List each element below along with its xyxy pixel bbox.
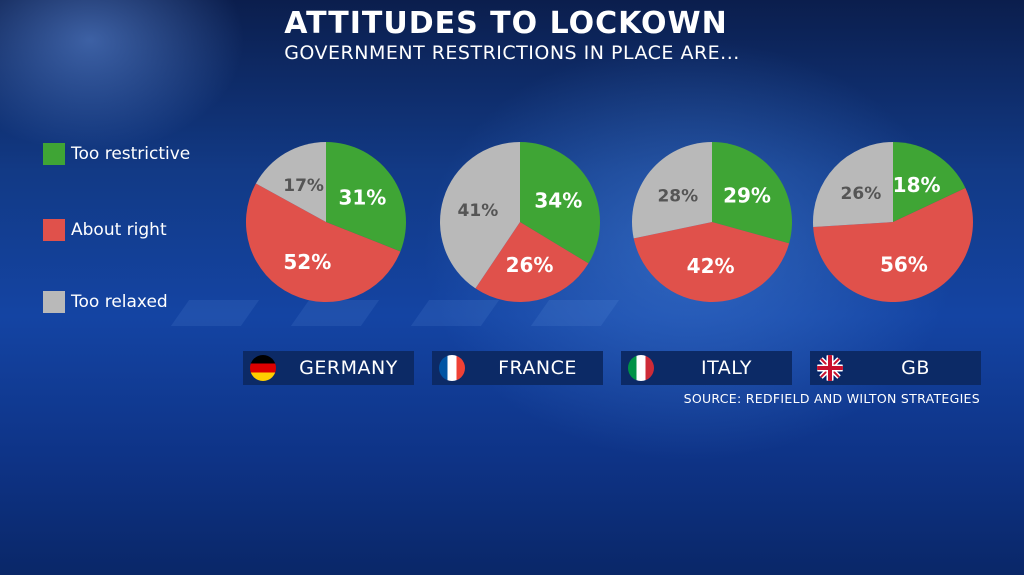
country-name: GERMANY bbox=[299, 357, 398, 379]
pie-gb: 18% 56% 26% bbox=[813, 142, 974, 302]
chart-title: ATTITUDES TO LOCKOWN bbox=[284, 6, 728, 41]
italy-flag-icon bbox=[628, 355, 654, 381]
pie-data-label-italy-restrictive: 29% bbox=[723, 183, 771, 207]
pie-slice-gb-restrictive bbox=[893, 142, 966, 222]
pie-germany: 31% 52% 17% bbox=[245, 142, 406, 303]
pie-slice-germany-relaxed bbox=[255, 142, 326, 222]
pie-slice-germany-restrictive bbox=[326, 142, 406, 252]
pie-slice-france-restrictive bbox=[520, 142, 601, 264]
legend-label: Too restrictive bbox=[71, 144, 191, 164]
source-note: SOURCE: REDFIELD AND WILTON STRATEGIES bbox=[683, 391, 980, 406]
pie-slice-france-relaxed bbox=[440, 142, 520, 289]
pie-data-label-italy-relaxed: 28% bbox=[657, 186, 698, 206]
pie-data-label-france-relaxed: 41% bbox=[458, 201, 499, 221]
pie-slice-gb-right bbox=[813, 187, 974, 302]
pie-italy: 29% 42% 28% bbox=[632, 142, 793, 302]
france-flag-icon bbox=[439, 355, 465, 381]
pie-data-label-germany-relaxed: 17% bbox=[283, 176, 324, 196]
pie-data-label-gb-right: 56% bbox=[880, 253, 928, 277]
country-label-italy: ITALY bbox=[621, 351, 792, 385]
pie-data-label-germany-right: 52% bbox=[283, 250, 331, 274]
uk-flag-icon bbox=[817, 355, 843, 381]
legend-swatch-grey bbox=[43, 291, 65, 313]
country-name: FRANCE bbox=[498, 357, 577, 379]
pie-slice-france-right bbox=[475, 222, 589, 302]
legend-label: Too relaxed bbox=[71, 292, 168, 312]
pie-slice-italy-relaxed bbox=[632, 142, 712, 239]
country-label-france: FRANCE bbox=[432, 351, 603, 385]
legend-item-about-right: About right bbox=[43, 219, 167, 241]
legend-swatch-green bbox=[43, 143, 65, 165]
pie-slice-gb-relaxed bbox=[813, 142, 893, 228]
legend-label: About right bbox=[71, 220, 167, 240]
pie-data-label-germany-restrictive: 31% bbox=[338, 185, 386, 209]
germany-flag-icon bbox=[250, 355, 276, 381]
pie-data-label-gb-restrictive: 18% bbox=[893, 173, 941, 197]
pie-data-label-france-right: 26% bbox=[506, 253, 554, 277]
pie-data-label-france-restrictive: 34% bbox=[534, 188, 582, 212]
chart-subtitle: GOVERNMENT RESTRICTIONS IN PLACE ARE... bbox=[284, 42, 740, 64]
pie-france: 34% 26% 41% bbox=[440, 142, 601, 302]
country-name: GB bbox=[901, 357, 930, 379]
pie-slice-italy-right bbox=[633, 222, 790, 302]
pie-slice-germany-right bbox=[245, 183, 401, 303]
legend-item-too-restrictive: Too restrictive bbox=[43, 143, 190, 165]
pie-data-label-italy-right: 42% bbox=[687, 254, 735, 278]
legend-swatch-red bbox=[43, 219, 65, 241]
country-label-gb: GB bbox=[810, 351, 981, 385]
country-name: ITALY bbox=[701, 357, 752, 379]
pie-slice-italy-restrictive bbox=[712, 142, 793, 244]
pie-data-label-gb-relaxed: 26% bbox=[841, 184, 882, 204]
legend-item-too-relaxed: Too relaxed bbox=[43, 291, 168, 313]
country-label-germany: GERMANY bbox=[243, 351, 414, 385]
